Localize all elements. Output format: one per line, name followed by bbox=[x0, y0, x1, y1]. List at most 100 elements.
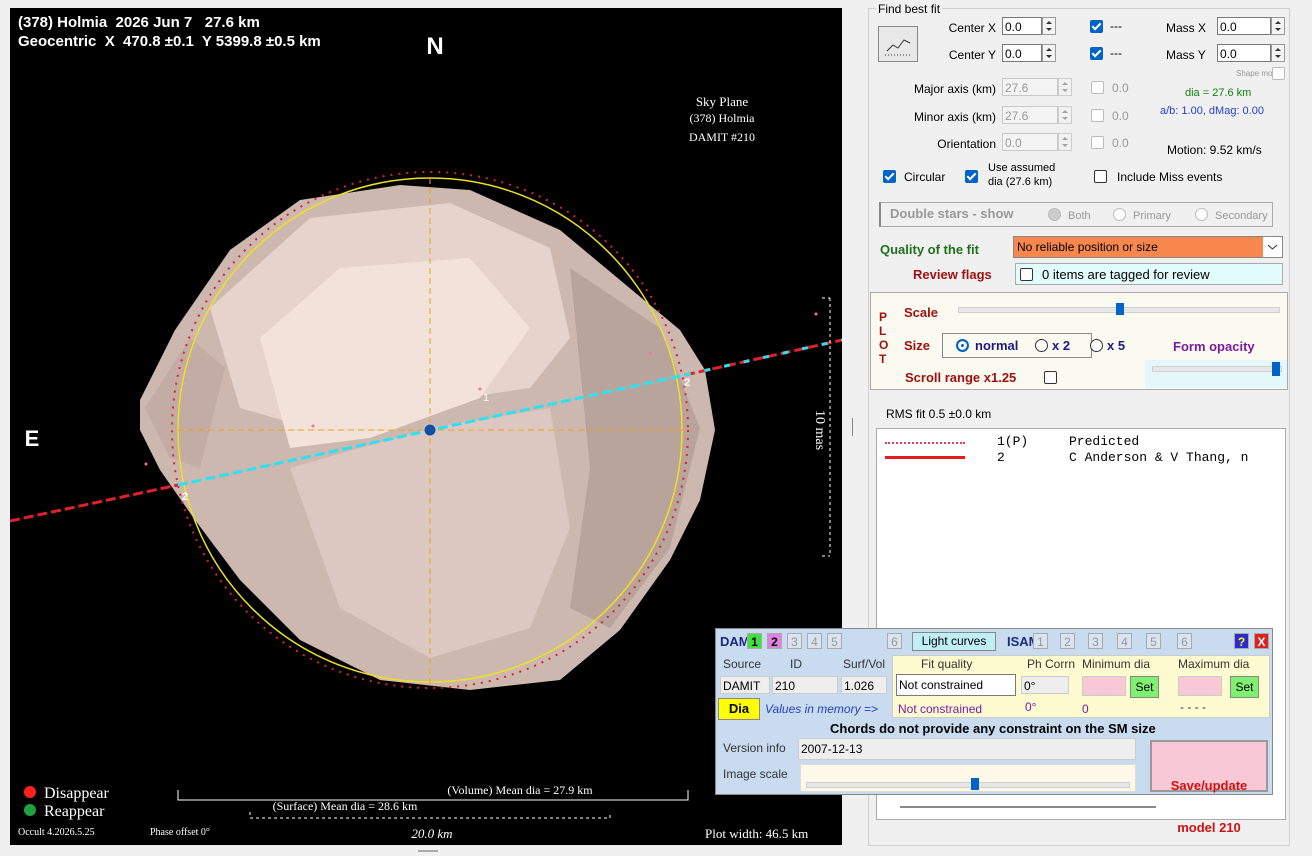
double-stars-box bbox=[879, 202, 1273, 227]
phase-offset: Phase offset 0° bbox=[150, 827, 210, 838]
header: Ph Corrn bbox=[1027, 657, 1076, 671]
radio[interactable] bbox=[1090, 339, 1103, 352]
model-button[interactable]: 5 bbox=[827, 633, 842, 649]
model-button[interactable]: 1 bbox=[747, 633, 762, 649]
radio[interactable] bbox=[1113, 208, 1126, 221]
light-curves-button[interactable]: Light curves bbox=[912, 632, 996, 651]
memory-label: Values in memory => bbox=[765, 702, 878, 716]
radio[interactable] bbox=[956, 339, 969, 352]
east-label: E bbox=[25, 426, 40, 451]
set-button[interactable]: Set bbox=[1230, 676, 1259, 698]
spinner[interactable] bbox=[1058, 78, 1072, 96]
model-button[interactable]: 6 bbox=[887, 633, 902, 649]
label: Secondary bbox=[1215, 210, 1268, 222]
model-button[interactable]: 4 bbox=[807, 633, 822, 649]
spinner[interactable] bbox=[1271, 17, 1285, 35]
checkbox[interactable] bbox=[1020, 268, 1033, 281]
input[interactable]: 0.0 bbox=[1217, 44, 1271, 62]
scrollbar[interactable] bbox=[900, 806, 1156, 808]
plot-geocentric: Geocentric X 470.8 ±0.1 Y 5399.8 ±0.5 km bbox=[18, 33, 321, 50]
slider-thumb[interactable] bbox=[1272, 362, 1280, 376]
input[interactable]: 27.6 bbox=[1002, 78, 1058, 96]
field: DAMIT bbox=[720, 676, 770, 694]
isam-button[interactable]: 4 bbox=[1117, 633, 1132, 649]
splitter[interactable] bbox=[852, 418, 853, 436]
radio[interactable] bbox=[1195, 208, 1208, 221]
save-button[interactable]: Save/update model 210 bbox=[1150, 740, 1268, 835]
checkbox[interactable] bbox=[965, 170, 978, 183]
set-button[interactable]: Set bbox=[1130, 676, 1159, 698]
input[interactable]: 0.0 bbox=[1217, 17, 1271, 35]
input[interactable]: 0.0 bbox=[1002, 133, 1058, 151]
event-dot bbox=[144, 462, 148, 466]
group-title: Find best fit bbox=[876, 2, 943, 16]
max-dia-input[interactable] bbox=[1178, 676, 1222, 696]
model-button[interactable]: 3 bbox=[787, 633, 802, 649]
label: 0.0 bbox=[1112, 136, 1129, 150]
spinner[interactable] bbox=[1058, 106, 1072, 124]
help-button[interactable]: ? bbox=[1234, 633, 1249, 649]
label: Double stars - show bbox=[890, 206, 1014, 221]
slider-thumb[interactable] bbox=[1116, 303, 1124, 315]
radio[interactable] bbox=[1048, 208, 1061, 221]
checkbox[interactable] bbox=[1090, 20, 1103, 33]
asteroid-face bbox=[570, 268, 700, 628]
spinner[interactable] bbox=[1042, 17, 1056, 35]
volume-dia: (Volume) Mean dia = 27.9 km bbox=[447, 783, 593, 797]
splitter-grip[interactable] bbox=[418, 850, 438, 852]
dia-button[interactable]: Dia bbox=[718, 698, 760, 720]
chord-miss bbox=[684, 338, 842, 377]
dropdown-arrow[interactable] bbox=[1263, 237, 1282, 257]
asteroid-face bbox=[260, 258, 530, 448]
checkbox[interactable] bbox=[1091, 81, 1104, 94]
checkbox[interactable] bbox=[883, 170, 896, 183]
mas-scale bbox=[822, 297, 831, 557]
fit-quality-select[interactable]: Not constrained bbox=[896, 674, 1016, 696]
slider-thumb[interactable] bbox=[971, 778, 979, 790]
plot: (378) Holmia 2026 Jun 7 27.6 km Geocentr… bbox=[10, 8, 842, 845]
quality-select[interactable]: No reliable position or size bbox=[1013, 236, 1283, 258]
label: Orientation bbox=[937, 137, 996, 151]
checkbox[interactable] bbox=[1272, 67, 1285, 80]
input[interactable]: 0.0 bbox=[1002, 44, 1042, 62]
min-dia-input[interactable] bbox=[1082, 676, 1126, 696]
label: Include Miss events bbox=[1117, 170, 1223, 184]
spinner[interactable] bbox=[1042, 44, 1056, 62]
opacity-slider[interactable] bbox=[1152, 366, 1282, 372]
event-id: 2 bbox=[997, 450, 1005, 465]
checkbox[interactable] bbox=[1091, 109, 1104, 122]
isam-button[interactable]: 6 bbox=[1177, 633, 1192, 649]
surface-dia: (Surface) Mean dia = 28.6 km bbox=[273, 799, 418, 813]
memory-value: 0° bbox=[1025, 700, 1037, 714]
isam-button[interactable]: 5 bbox=[1146, 633, 1161, 649]
review-text: 0 items are tagged for review bbox=[1042, 267, 1210, 282]
volume-bar bbox=[177, 790, 689, 801]
checkbox[interactable] bbox=[1090, 47, 1103, 60]
label: Major axis (km) bbox=[913, 82, 996, 96]
spinner[interactable] bbox=[1058, 133, 1072, 151]
checkbox[interactable] bbox=[1044, 371, 1057, 384]
legend-dot bbox=[24, 804, 36, 816]
mas-label: 10 mas bbox=[812, 410, 827, 450]
label: Mass X bbox=[1166, 21, 1207, 35]
fit-button[interactable] bbox=[878, 26, 918, 62]
event-dot bbox=[814, 312, 818, 316]
spinner[interactable] bbox=[1271, 44, 1285, 62]
save-line: Save/update bbox=[1170, 778, 1248, 793]
isam-button[interactable]: 1 bbox=[1033, 633, 1048, 649]
isam-button[interactable]: 3 bbox=[1088, 633, 1103, 649]
input[interactable]: 27.6 bbox=[1002, 106, 1058, 124]
review-box bbox=[1015, 263, 1283, 285]
plot-letter: O bbox=[879, 338, 889, 352]
checkbox[interactable] bbox=[1091, 136, 1104, 149]
close-button[interactable]: X bbox=[1254, 633, 1269, 649]
input[interactable]: 0.0 bbox=[1002, 17, 1042, 35]
isam-button[interactable]: 2 bbox=[1060, 633, 1075, 649]
message: Chords do not provide any constraint on … bbox=[830, 721, 1156, 736]
radio[interactable] bbox=[1035, 339, 1048, 352]
plot-title: (378) Holmia 2026 Jun 7 27.6 km bbox=[18, 14, 260, 31]
chord-label: 2 bbox=[684, 377, 690, 389]
model-button[interactable]: 2 bbox=[767, 633, 782, 649]
header: Source bbox=[723, 657, 762, 671]
checkbox[interactable] bbox=[1094, 170, 1107, 183]
